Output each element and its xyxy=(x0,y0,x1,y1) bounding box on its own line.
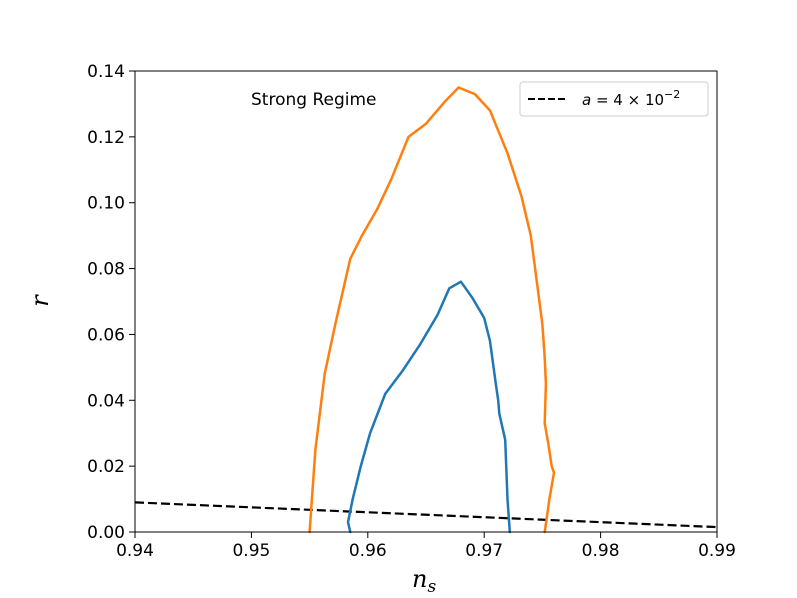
annotation-strong-regime: Strong Regime xyxy=(251,90,376,110)
legend-label-exponent: −2 xyxy=(664,88,680,101)
legend-label-main: a xyxy=(582,91,591,109)
y-tick-label: 0.14 xyxy=(87,62,125,82)
x-tick-label: 0.97 xyxy=(465,541,503,561)
x-tick-label: 0.95 xyxy=(232,541,270,561)
contour-line-outer xyxy=(308,86,556,534)
plot-area xyxy=(134,86,718,534)
y-tick-label: 0.08 xyxy=(87,260,125,280)
ticks: 0.94 0.95 0.96 0.97 0.98 0.99 0.00 0.02 0.04 0.06… xyxy=(87,62,736,561)
x-tick-label: 0.96 xyxy=(349,541,387,561)
y-tick-label: 0.04 xyxy=(87,391,125,411)
x-axis-label: ns xyxy=(412,565,436,597)
y-tick-label: 0.12 xyxy=(87,128,125,148)
y-tick-label: 0.00 xyxy=(87,523,125,543)
y-tick-label: 0.02 xyxy=(87,457,125,477)
series-line-dashed xyxy=(134,501,718,529)
axes-frame xyxy=(134,70,718,533)
y-tick-label: 0.10 xyxy=(87,194,125,214)
x-tick-label: 0.99 xyxy=(698,541,736,561)
legend-label-rest: = 4 × 10 xyxy=(591,91,664,109)
x-tick-label: 0.94 xyxy=(116,541,154,561)
legend-box xyxy=(519,81,709,117)
y-axis-label: r xyxy=(26,294,54,307)
legend-label: a = 4 × 10−2 xyxy=(582,88,680,109)
y-tick-label: 0.06 xyxy=(87,325,125,345)
contour-line-inner xyxy=(346,280,512,534)
legend: a = 4 × 10−2 xyxy=(519,81,709,117)
x-tick-label: 0.98 xyxy=(582,541,620,561)
